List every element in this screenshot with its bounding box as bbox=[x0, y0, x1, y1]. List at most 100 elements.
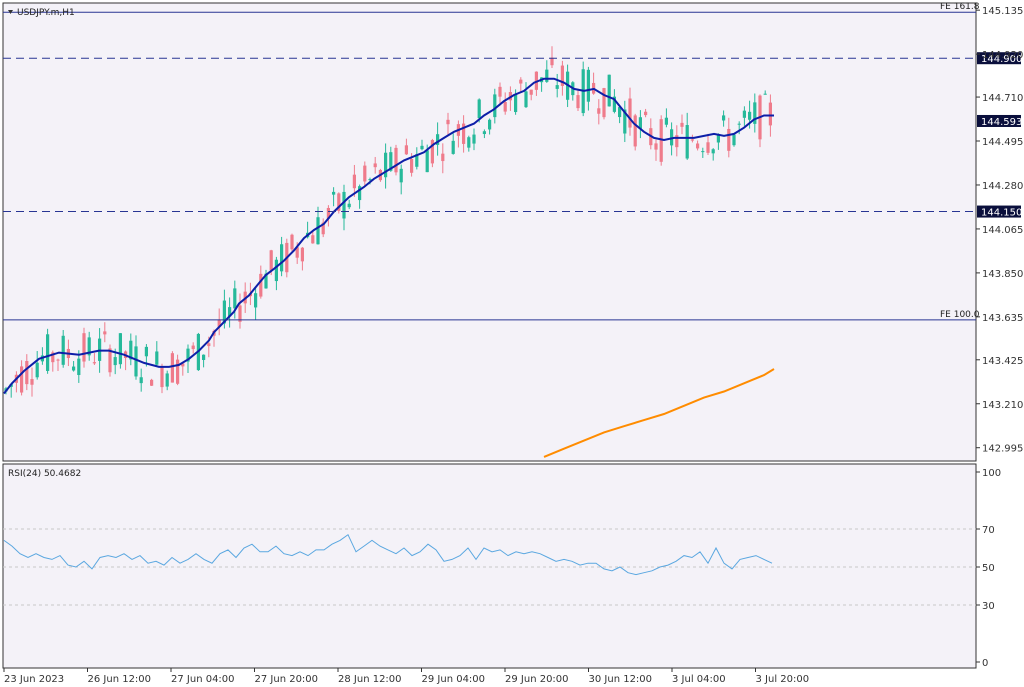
candle-body[interactable] bbox=[425, 150, 429, 173]
candle-body[interactable] bbox=[607, 74, 611, 107]
candle-body[interactable] bbox=[685, 125, 689, 159]
candle-body[interactable] bbox=[753, 102, 757, 124]
candle-body[interactable] bbox=[332, 191, 336, 195]
candle-body[interactable] bbox=[321, 222, 325, 235]
candle-body[interactable] bbox=[35, 362, 39, 378]
candle-body[interactable] bbox=[742, 110, 746, 118]
candle-body[interactable] bbox=[451, 140, 455, 154]
candle-body[interactable] bbox=[352, 174, 356, 189]
candle-body[interactable] bbox=[274, 259, 278, 282]
candle-body[interactable] bbox=[410, 159, 414, 173]
candle-body[interactable] bbox=[300, 247, 304, 262]
candle-body[interactable] bbox=[92, 362, 96, 364]
candle-body[interactable] bbox=[493, 94, 497, 118]
candle-body[interactable] bbox=[20, 366, 24, 393]
candle-body[interactable] bbox=[711, 149, 715, 154]
candle-body[interactable] bbox=[207, 343, 211, 347]
candle-body[interactable] bbox=[72, 366, 76, 371]
candle-body[interactable] bbox=[675, 135, 679, 148]
candle-body[interactable] bbox=[394, 147, 398, 173]
candle-body[interactable] bbox=[727, 128, 731, 151]
candle-body[interactable] bbox=[389, 152, 393, 171]
candle-body[interactable] bbox=[363, 165, 367, 182]
candle-body[interactable] bbox=[358, 186, 362, 201]
candle-body[interactable] bbox=[446, 119, 450, 125]
candle-body[interactable] bbox=[732, 134, 736, 146]
candle-body[interactable] bbox=[46, 334, 50, 371]
price-pane[interactable] bbox=[2, 2, 977, 462]
candle-body[interactable] bbox=[628, 98, 632, 128]
candle-body[interactable] bbox=[118, 333, 122, 365]
candle-body[interactable] bbox=[347, 203, 351, 208]
candle-body[interactable] bbox=[134, 346, 138, 377]
candle-body[interactable] bbox=[259, 273, 263, 297]
candle-body[interactable] bbox=[264, 273, 268, 289]
candle-body[interactable] bbox=[638, 117, 642, 129]
candle-body[interactable] bbox=[716, 134, 720, 143]
candle-body[interactable] bbox=[290, 234, 294, 250]
triangle-down-icon[interactable] bbox=[8, 10, 13, 14]
candle-body[interactable] bbox=[399, 168, 403, 183]
candle-body[interactable] bbox=[186, 348, 190, 362]
candle-body[interactable] bbox=[633, 115, 637, 147]
candle-body[interactable] bbox=[238, 305, 242, 322]
candle-body[interactable] bbox=[462, 123, 466, 144]
candle-body[interactable] bbox=[295, 247, 299, 258]
candle-body[interactable] bbox=[514, 94, 518, 113]
candle-body[interactable] bbox=[586, 69, 590, 102]
candle-body[interactable] bbox=[550, 57, 554, 66]
candle-body[interactable] bbox=[696, 143, 700, 149]
candle-body[interactable] bbox=[155, 351, 159, 365]
candle-body[interactable] bbox=[181, 363, 185, 367]
candle-body[interactable] bbox=[482, 131, 486, 135]
candle-body[interactable] bbox=[737, 123, 741, 125]
candle-body[interactable] bbox=[77, 358, 81, 376]
candle-body[interactable] bbox=[545, 69, 549, 82]
candle-body[interactable] bbox=[701, 151, 705, 153]
candle-body[interactable] bbox=[670, 129, 674, 146]
candle-body[interactable] bbox=[144, 346, 148, 357]
candle-body[interactable] bbox=[129, 340, 133, 360]
candle-body[interactable] bbox=[430, 140, 434, 164]
candle-body[interactable] bbox=[228, 307, 232, 317]
candle-body[interactable] bbox=[722, 115, 726, 121]
candle-body[interactable] bbox=[233, 288, 237, 309]
candle-body[interactable] bbox=[30, 379, 34, 385]
candle-body[interactable] bbox=[436, 134, 440, 145]
candle-body[interactable] bbox=[202, 354, 206, 360]
candle-body[interactable] bbox=[524, 91, 528, 108]
candle-body[interactable] bbox=[555, 85, 559, 89]
candle-body[interactable] bbox=[420, 145, 424, 150]
candle-body[interactable] bbox=[467, 137, 471, 148]
candle-body[interactable] bbox=[748, 111, 752, 120]
candle-body[interactable] bbox=[644, 111, 648, 116]
candle-body[interactable] bbox=[654, 143, 658, 150]
candle-body[interactable] bbox=[82, 333, 86, 362]
candle-body[interactable] bbox=[680, 122, 684, 127]
candle-body[interactable] bbox=[150, 379, 154, 386]
candle-body[interactable] bbox=[25, 361, 29, 385]
candle-body[interactable] bbox=[176, 359, 180, 384]
candle-body[interactable] bbox=[488, 119, 492, 130]
candle-body[interactable] bbox=[170, 353, 174, 383]
candle-body[interactable] bbox=[384, 152, 388, 178]
candle-body[interactable] bbox=[503, 101, 507, 112]
candle-body[interactable] bbox=[373, 163, 377, 168]
candle-body[interactable] bbox=[269, 250, 273, 271]
candle-body[interactable] bbox=[576, 95, 580, 109]
candle-body[interactable] bbox=[311, 235, 315, 244]
candle-body[interactable] bbox=[612, 96, 616, 112]
candle-body[interactable] bbox=[690, 139, 694, 141]
candle-body[interactable] bbox=[498, 86, 502, 97]
candle-body[interactable] bbox=[763, 93, 767, 95]
candle-body[interactable] bbox=[664, 117, 668, 125]
candle-body[interactable] bbox=[217, 319, 221, 327]
candle-body[interactable] bbox=[368, 179, 372, 181]
candle-body[interactable] bbox=[477, 99, 481, 119]
rsi-pane[interactable] bbox=[2, 463, 977, 669]
candle-body[interactable] bbox=[560, 65, 564, 86]
candle-body[interactable] bbox=[113, 357, 117, 366]
candle-body[interactable] bbox=[602, 88, 606, 118]
candle-body[interactable] bbox=[415, 154, 419, 167]
